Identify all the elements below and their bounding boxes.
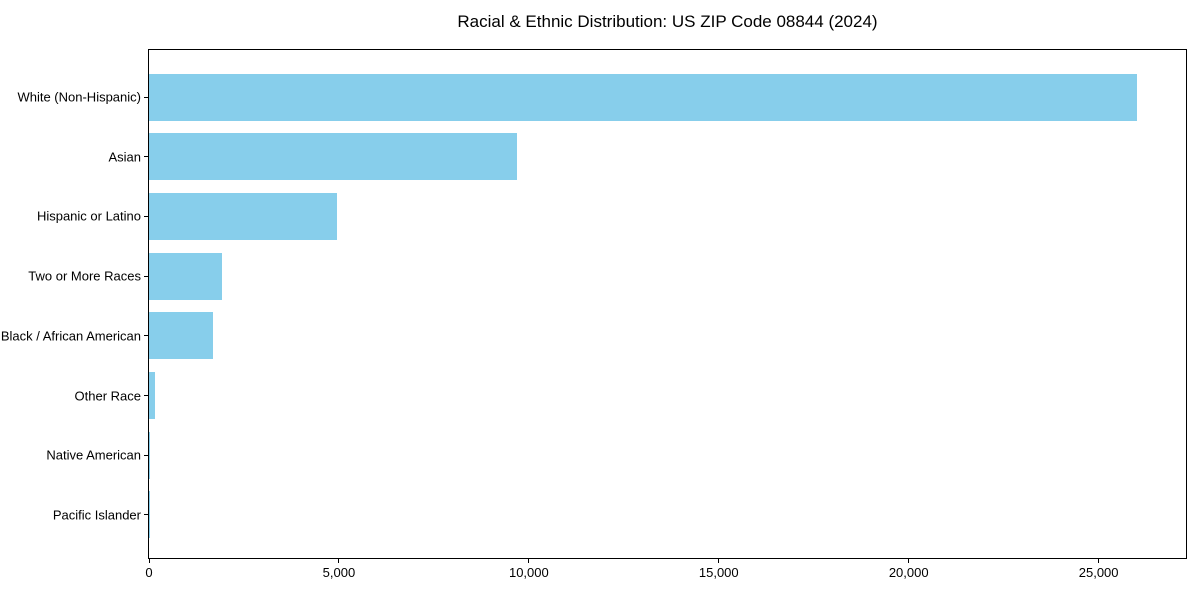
x-tick-label: 0 (145, 565, 153, 580)
x-tick (338, 559, 340, 563)
bar-asian (149, 133, 518, 181)
x-tick-label: 25,000 (1078, 565, 1119, 580)
y-axis-label: Hispanic or Latino (36, 208, 141, 224)
x-tick-label: 20,000 (888, 565, 929, 580)
bar-white-non-hispanic (149, 73, 1137, 121)
y-axis-label: Asian (108, 149, 141, 165)
y-axis-labels: White (Non-Hispanic) Asian Hispanic or Lat… (0, 49, 141, 559)
y-axis-label: Two or More Races (28, 268, 141, 284)
y-tick (144, 275, 148, 277)
x-tick (718, 559, 720, 563)
y-tick (144, 514, 148, 516)
plot-area (148, 49, 1187, 559)
x-tick-label: 10,000 (508, 565, 549, 580)
chart-title: Racial & Ethnic Distribution: US ZIP Cod… (457, 12, 878, 31)
bar-black-african-american (149, 312, 214, 360)
x-tick-label: 5,000 (322, 565, 356, 580)
x-tick-label: 15,000 (698, 565, 739, 580)
bar-native-american (149, 431, 150, 479)
y-axis-label: White (Non-Hispanic) (17, 89, 141, 105)
y-axis-label: Native American (46, 447, 141, 463)
y-axis-label: Pacific Islander (52, 507, 141, 523)
x-tick (148, 559, 150, 563)
x-tick (908, 559, 910, 563)
y-tick (144, 395, 148, 396)
x-tick (1098, 559, 1100, 563)
y-axis-label: Other Race (74, 388, 141, 403)
x-tick (528, 559, 530, 563)
bar-hispanic-or-latino (149, 192, 338, 240)
bar-other-race (149, 372, 155, 419)
y-tick (144, 335, 148, 337)
bar-two-or-more-races (149, 252, 223, 300)
y-axis-label: Black / African American (0, 328, 141, 344)
y-tick (144, 454, 148, 456)
y-tick (144, 215, 148, 217)
y-tick (144, 156, 148, 158)
y-tick (144, 96, 148, 98)
